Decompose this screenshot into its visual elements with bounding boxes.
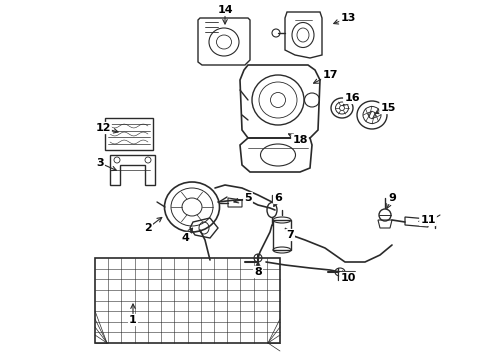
Text: 11: 11	[420, 215, 436, 225]
Bar	[273, 220, 291, 250]
Text: 14: 14	[217, 5, 233, 15]
Text: 13: 13	[341, 13, 356, 23]
Text: 17: 17	[322, 70, 338, 80]
Text: 12: 12	[95, 123, 111, 133]
Text: 9: 9	[388, 193, 396, 203]
Text: 3: 3	[96, 158, 104, 168]
Text: 10: 10	[341, 273, 356, 283]
Bar	[95, 258, 280, 343]
Text: 16: 16	[344, 93, 360, 103]
Text: 5: 5	[244, 193, 252, 203]
Text: 18: 18	[292, 135, 308, 145]
Bar	[105, 118, 153, 150]
Text: 2: 2	[144, 223, 152, 233]
Text: 4: 4	[181, 233, 189, 243]
Text: 7: 7	[286, 230, 294, 240]
Text: 6: 6	[274, 193, 282, 203]
Text: 8: 8	[254, 267, 262, 277]
Text: 1: 1	[129, 315, 137, 325]
Text: 15: 15	[380, 103, 396, 113]
